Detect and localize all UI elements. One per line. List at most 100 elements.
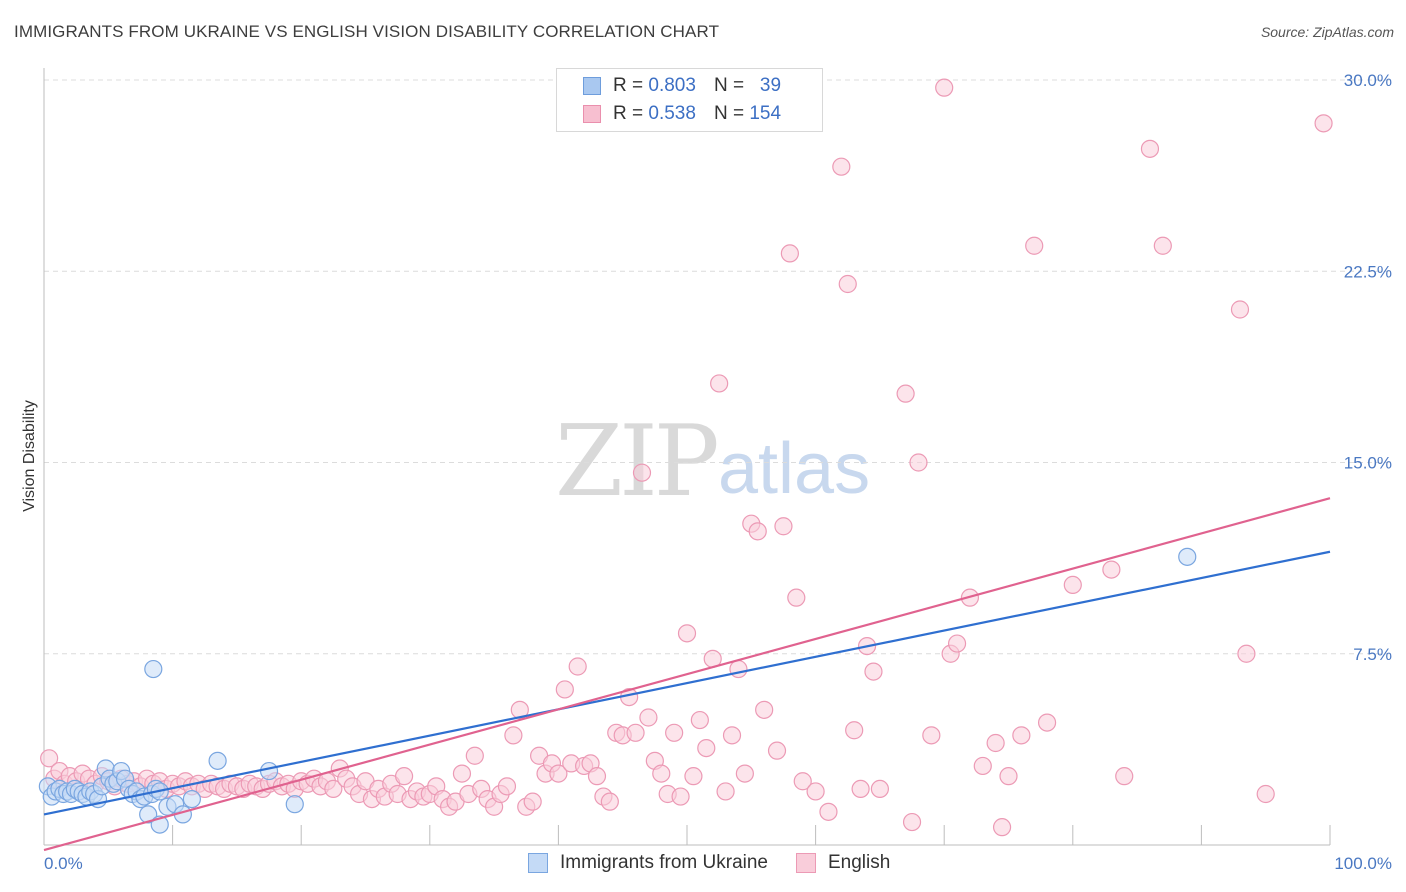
english-point: [1256, 784, 1275, 804]
english-point: [1102, 560, 1121, 579]
legend-item-english[interactable]: English: [796, 852, 890, 874]
english-point: [452, 764, 472, 783]
english-point: [324, 779, 343, 799]
legend-r-value: 0.538: [648, 103, 696, 124]
chart-title: IMMIGRANTS FROM UKRAINE VS ENGLISH VISIO…: [14, 22, 720, 41]
ukraine-point: [144, 659, 163, 679]
english-point: [767, 741, 787, 760]
y-axis-label: Vision Disability: [21, 400, 38, 512]
english-point: [1230, 300, 1250, 319]
ukraine-point: [259, 761, 279, 781]
legend-label-english: English: [828, 852, 891, 873]
english-point: [549, 764, 568, 783]
ukraine-point: [139, 805, 158, 824]
english-point: [639, 708, 658, 727]
english-point: [1115, 767, 1134, 786]
english-point: [909, 453, 928, 472]
legend-swatch-english: [796, 853, 816, 873]
english-point: [677, 624, 697, 643]
english-point: [806, 782, 825, 801]
series-legend: Immigrants from Ukraine English: [528, 852, 918, 874]
x-tick-label: 0.0%: [44, 854, 83, 873]
legend-swatch-ukraine: [583, 77, 601, 95]
english-point: [465, 746, 484, 765]
english-point: [902, 812, 922, 832]
english-point: [729, 659, 748, 679]
english-point: [1012, 726, 1031, 745]
legend-n-label: N =: [713, 75, 745, 96]
legend-r-value: 0.803: [648, 75, 696, 96]
english-point: [973, 756, 992, 776]
english-point: [1140, 139, 1160, 158]
english-point: [710, 374, 729, 393]
english-point: [748, 522, 767, 541]
english-point: [626, 723, 645, 742]
english-point: [1237, 644, 1256, 663]
legend-r-label: R =: [613, 103, 644, 124]
english-trend-line: [43, 497, 1331, 852]
english-point: [523, 792, 542, 811]
english-point: [632, 463, 652, 482]
english-point: [787, 588, 806, 607]
english-point: [986, 733, 1005, 753]
english-point: [671, 787, 690, 806]
ukraine-trend-line: [43, 550, 1331, 816]
legend-label-ukraine: Immigrants from Ukraine: [560, 852, 768, 873]
english-point: [999, 767, 1018, 786]
english-point: [774, 517, 793, 536]
english-point: [504, 726, 523, 745]
ukraine-point: [208, 751, 227, 770]
english-point: [568, 657, 587, 676]
english-point: [896, 384, 915, 403]
y-tick-label: 30.0%: [1344, 71, 1392, 90]
english-point: [755, 700, 774, 719]
english-point: [947, 634, 967, 653]
english-point: [922, 726, 941, 745]
english-point: [838, 274, 857, 294]
english-point: [722, 726, 742, 745]
ukraine-point: [285, 795, 304, 814]
watermark-atlas: atlas: [718, 429, 871, 509]
english-point: [665, 723, 684, 742]
english-point: [935, 78, 954, 97]
source-credit: Source: ZipAtlas.com: [1260, 24, 1394, 40]
english-point: [497, 777, 517, 796]
english-point: [1037, 713, 1057, 732]
english-point: [864, 662, 883, 681]
english-point: [716, 782, 735, 801]
english-point: [1314, 114, 1333, 133]
legend-row-ukraine: R = 0.803 N = 39: [583, 75, 781, 97]
english-point: [684, 767, 703, 786]
english-point: [870, 779, 890, 799]
english-point: [40, 749, 59, 768]
english-point: [780, 244, 799, 263]
ukraine-point: [182, 789, 201, 809]
english-point: [819, 802, 838, 821]
legend-n-value: 39: [759, 75, 782, 96]
english-point: [832, 157, 851, 176]
english-point: [600, 792, 619, 811]
y-tick-label: 15.0%: [1344, 454, 1392, 473]
english-point: [1025, 236, 1044, 255]
legend-item-ukraine[interactable]: Immigrants from Ukraine: [528, 852, 768, 874]
legend-swatch-ukraine: [528, 853, 548, 873]
english-point: [690, 710, 709, 730]
english-point: [1153, 236, 1172, 255]
english-point: [394, 767, 414, 786]
english-point: [1063, 575, 1082, 595]
english-point: [793, 772, 812, 791]
english-point: [735, 764, 754, 783]
legend-n-value: 154: [749, 103, 782, 124]
y-tick-label: 22.5%: [1344, 262, 1392, 281]
english-point: [555, 680, 574, 699]
english-point: [510, 700, 529, 719]
x-tick-label: 100.0%: [1334, 854, 1392, 873]
english-point: [851, 779, 870, 799]
english-point: [697, 738, 716, 758]
legend-n-label: N =: [713, 103, 745, 124]
english-point: [652, 764, 671, 783]
stats-legend: R = 0.803 N = 39 R = 0.538 N = 154: [556, 68, 823, 132]
english-point: [587, 767, 607, 786]
ukraine-point: [1178, 547, 1197, 566]
